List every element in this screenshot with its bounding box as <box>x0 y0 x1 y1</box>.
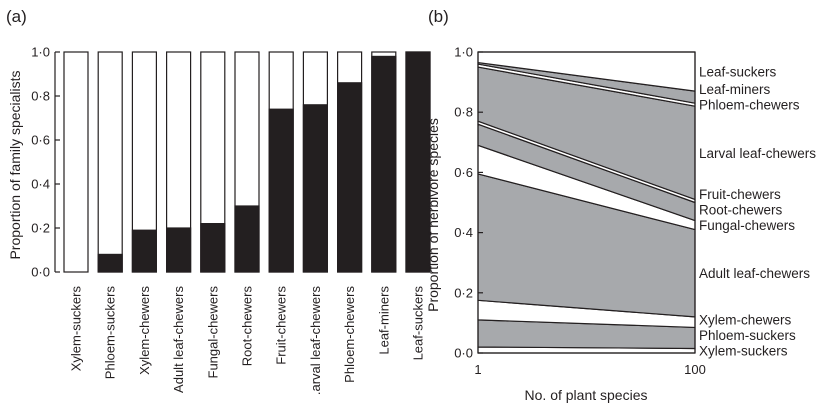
panel-b-y-axis-title: Proportion of herbivore species <box>425 118 441 312</box>
category-label: Fruit-chewers <box>274 286 289 365</box>
panel-b-label: (b) <box>428 7 449 26</box>
bar-background <box>63 51 89 273</box>
category-label: Phloem-suckers <box>103 286 118 380</box>
panel-b-y-tick-label: 0·6 <box>454 165 473 180</box>
panel-b-y-tick-label: 0·2 <box>454 285 473 300</box>
panel-b-x-axis-title: No. of plant species <box>525 387 648 403</box>
panel-a-bar-chart: (a) Proportion of family specialists 0·0… <box>6 7 431 396</box>
panel-b-bands <box>477 51 696 354</box>
panel-a-y-tick-label: 0·2 <box>31 221 50 236</box>
series-label: Phloem-suckers <box>699 328 796 343</box>
panel-b-y-tick-label: 1·0 <box>454 45 473 60</box>
panel-a-label: (a) <box>6 7 27 26</box>
panel-a-y-tick-label: 0·6 <box>31 133 50 148</box>
category-label: Root-chewers <box>240 286 255 367</box>
panel-b-axes: 0·0 0·2 0·4 0·6 0·8 1·0 1 100 <box>454 45 706 378</box>
series-label: Xylem-chewers <box>699 313 792 328</box>
panel-a-y-tick-label: 0·0 <box>31 265 50 280</box>
panel-b-area-chart: (b) Proportion of herbivore species No. … <box>425 7 816 403</box>
bar-filled <box>337 82 363 273</box>
panel-a-bars <box>63 51 431 273</box>
category-label: Leaf-miners <box>376 286 391 355</box>
panel-a-y-tick-label: 0·8 <box>31 89 50 104</box>
bar-filled <box>234 205 260 273</box>
panel-a-y-axis: 0·0 0·2 0·4 0·6 0·8 1·0 <box>31 45 60 280</box>
series-label: Adult leaf-chewers <box>699 266 810 281</box>
series-label: Leaf-suckers <box>699 65 777 80</box>
series-label: Xylem-suckers <box>699 344 788 359</box>
panel-a-y-tick-label: 1·0 <box>31 45 50 60</box>
bar-filled <box>405 51 431 273</box>
bar-filled <box>268 108 294 273</box>
bar-filled <box>302 104 328 273</box>
series-label: Fruit-chewers <box>699 187 781 202</box>
category-label: Adult leaf-chewers <box>171 286 186 393</box>
series-label: Leaf-miners <box>699 82 771 97</box>
category-label: Xylem-suckers <box>69 286 84 372</box>
category-label: Leaf-suckers <box>411 286 426 361</box>
panel-a-y-axis-title: Proportion of family specialists <box>7 70 23 259</box>
panel-b-series-labels: Xylem-suckersPhloem-suckersXylem-chewers… <box>699 65 816 359</box>
bar-filled <box>200 223 226 273</box>
panel-b-x-tick-label: 1 <box>474 362 481 377</box>
series-label: Root-chewers <box>699 203 783 218</box>
category-label: Fungal-chewers <box>205 286 220 379</box>
series-label: Larval leaf-chewers <box>699 146 816 161</box>
panel-b-y-tick-label: 0·8 <box>454 105 473 120</box>
bar-filled <box>131 229 157 273</box>
panel-b-y-tick-label: 0·0 <box>454 346 473 361</box>
series-label: Fungal-chewers <box>699 218 795 233</box>
series-label: Phloem-chewers <box>699 98 800 113</box>
bar-background <box>97 51 123 273</box>
category-label: .arval leaf-chewers <box>308 286 323 396</box>
category-label: Xylem-chewers <box>137 286 152 375</box>
bar-filled <box>97 253 123 273</box>
panel-b-y-tick-label: 0·4 <box>454 225 473 240</box>
bar-filled <box>166 227 192 273</box>
panel-b-frame <box>477 51 696 354</box>
bar-filled <box>371 55 397 273</box>
panel-b-x-tick-label: 100 <box>684 362 706 377</box>
panel-a-category-labels: Xylem-suckers Phloem-suckers Xylem-chewers… <box>69 286 426 396</box>
panel-a-y-tick-label: 0·4 <box>31 177 50 192</box>
category-label: Phloem-chewers <box>342 286 357 383</box>
